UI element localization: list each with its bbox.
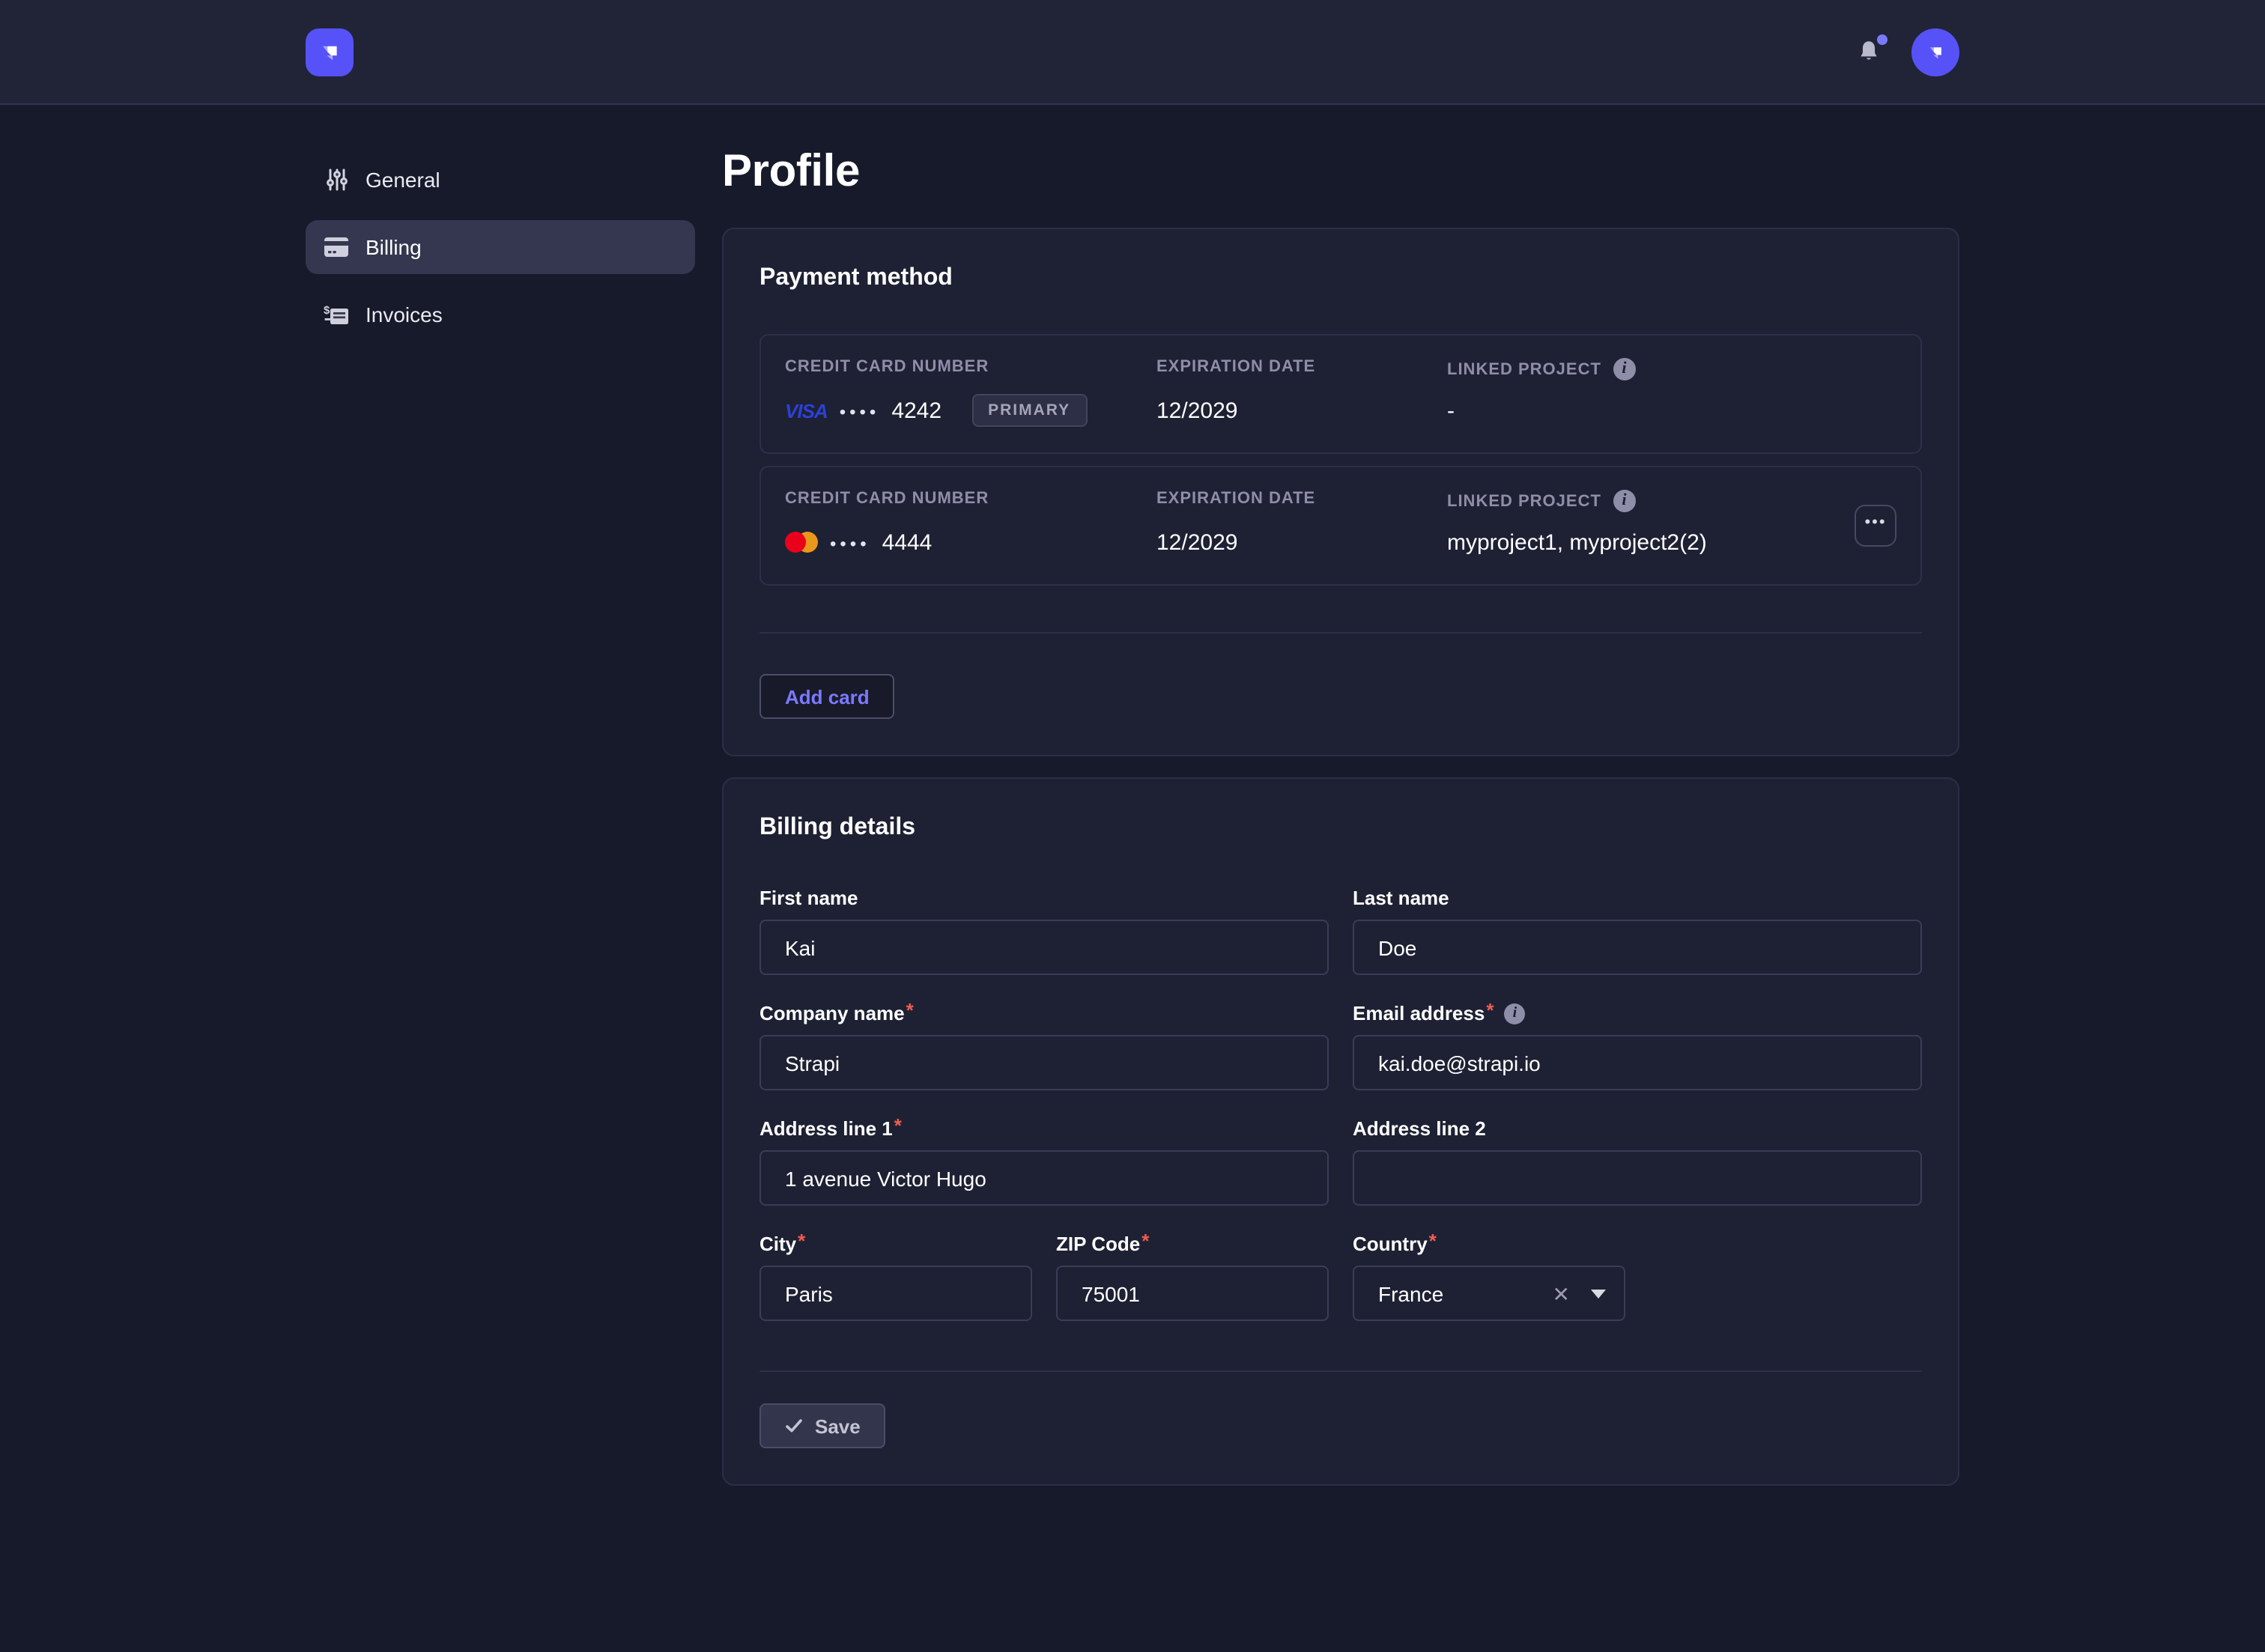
company-name-label: Company name * <box>759 999 914 1024</box>
country-field-group: Country * France ✕ <box>1353 1230 1625 1321</box>
company-name-input[interactable] <box>759 1035 1329 1090</box>
email-label: Email address * i <box>1353 999 1922 1024</box>
last-name-field-group: Last name <box>1353 887 1922 975</box>
card-mask-dots: •••• <box>830 533 870 554</box>
linked-project-value: - <box>1447 398 1455 423</box>
chevron-down-icon[interactable] <box>1591 1289 1606 1298</box>
company-name-field-group: Company name * <box>759 999 1329 1090</box>
last-name-label: Last name <box>1353 887 1449 909</box>
billing-divider <box>759 1370 1922 1372</box>
sidebar-item-label: Billing <box>366 235 422 259</box>
expiration-date-value: 12/2029 <box>1156 529 1238 555</box>
country-select-value: France <box>1378 1281 1444 1305</box>
clear-icon[interactable]: ✕ <box>1552 1281 1570 1305</box>
payment-method-heading: Payment method <box>759 265 953 291</box>
svg-text:$: $ <box>324 303 330 316</box>
notifications-button[interactable] <box>1855 34 1888 67</box>
user-avatar[interactable] <box>1911 28 1959 76</box>
required-asterisk: * <box>1428 1230 1437 1252</box>
card-last4: 4444 <box>882 529 933 555</box>
topbar <box>0 0 2265 105</box>
visa-logo-icon: VISA <box>785 399 828 422</box>
card-mask-dots: •••• <box>839 401 880 422</box>
address-line2-field-group: Address line 2 <box>1353 1117 1922 1206</box>
avatar-strapi-icon <box>1929 46 1941 58</box>
credit-card-row-mastercard: CREDIT CARD NUMBER •••• 4444 EXPIRATION … <box>759 466 1922 586</box>
city-field-group: City * <box>759 1230 1032 1321</box>
settings-sidebar: General Billing $ <box>306 153 695 1486</box>
sidebar-item-billing[interactable]: Billing <box>306 220 695 274</box>
address-line1-input[interactable] <box>759 1150 1329 1206</box>
sidebar-item-label: General <box>366 168 440 192</box>
required-asterisk: * <box>798 1230 806 1252</box>
credit-card-row-visa: CREDIT CARD NUMBER VISA •••• 4242 PRIMAR… <box>759 334 1922 454</box>
payment-method-card: Payment method CREDIT CARD NUMBER VISA •… <box>722 228 1959 756</box>
address-line2-label: Address line 2 <box>1353 1117 1486 1140</box>
info-icon[interactable]: i <box>1613 358 1636 380</box>
first-name-label: First name <box>759 887 858 909</box>
required-asterisk: * <box>906 999 914 1021</box>
save-button-label: Save <box>815 1415 861 1437</box>
zip-input[interactable] <box>1056 1266 1329 1321</box>
credit-card-icon <box>324 234 349 260</box>
country-select[interactable]: France ✕ <box>1353 1266 1625 1321</box>
more-actions-icon: ••• <box>1864 514 1887 532</box>
mastercard-logo-icon <box>785 532 818 553</box>
zip-label: ZIP Code * <box>1056 1230 1150 1255</box>
linked-project-value: myproject1, myproject2(2) <box>1447 529 1707 555</box>
billing-details-heading: Billing details <box>759 815 916 840</box>
strapi-logo[interactable] <box>306 28 354 76</box>
save-button[interactable]: Save <box>759 1403 886 1448</box>
linked-project-label: LINKED PROJECT <box>1447 492 1601 510</box>
credit-card-number-label: CREDIT CARD NUMBER <box>785 490 989 508</box>
info-icon[interactable]: i <box>1613 490 1636 512</box>
last-name-input[interactable] <box>1353 920 1922 975</box>
card-last4: 4242 <box>891 398 942 423</box>
required-asterisk: * <box>1141 1230 1150 1252</box>
country-label: Country * <box>1353 1230 1437 1255</box>
bell-icon <box>1860 41 1876 60</box>
expiration-date-value: 12/2029 <box>1156 398 1238 423</box>
billing-details-card: Billing details First name Last name <box>722 777 1959 1486</box>
first-name-field-group: First name <box>759 887 1329 975</box>
page-title: Profile <box>722 147 860 196</box>
expiration-date-label: EXPIRATION DATE <box>1156 358 1316 376</box>
required-asterisk: * <box>894 1114 902 1137</box>
address-line1-field-group: Address line 1 * <box>759 1114 1329 1206</box>
email-field-group: Email address * i <box>1353 999 1922 1090</box>
zip-field-group: ZIP Code * <box>1056 1230 1329 1321</box>
credit-card-number-label: CREDIT CARD NUMBER <box>785 358 989 376</box>
sidebar-item-general[interactable]: General <box>306 153 695 207</box>
invoice-icon: $ <box>324 302 349 327</box>
add-card-button[interactable]: Add card <box>759 674 895 719</box>
payment-divider <box>759 632 1922 634</box>
email-input[interactable] <box>1353 1035 1922 1090</box>
sliders-icon <box>324 167 349 192</box>
expiration-date-label: EXPIRATION DATE <box>1156 490 1316 508</box>
linked-project-label: LINKED PROJECT <box>1447 360 1601 378</box>
address-line2-input[interactable] <box>1353 1150 1922 1206</box>
first-name-input[interactable] <box>759 920 1329 975</box>
primary-badge: PRIMARY <box>971 393 1088 428</box>
address-line1-label: Address line 1 * <box>759 1114 902 1140</box>
check-icon <box>785 1418 803 1433</box>
card-actions-button[interactable]: ••• <box>1855 505 1896 547</box>
required-asterisk: * <box>1486 999 1494 1021</box>
notification-dot <box>1877 34 1888 44</box>
city-input[interactable] <box>759 1266 1032 1321</box>
strapi-logo-icon <box>323 45 337 60</box>
city-label: City * <box>759 1230 806 1255</box>
sidebar-item-label: Invoices <box>366 303 443 327</box>
sidebar-item-invoices[interactable]: $ Invoices <box>306 288 695 341</box>
info-icon[interactable]: i <box>1504 1003 1526 1024</box>
